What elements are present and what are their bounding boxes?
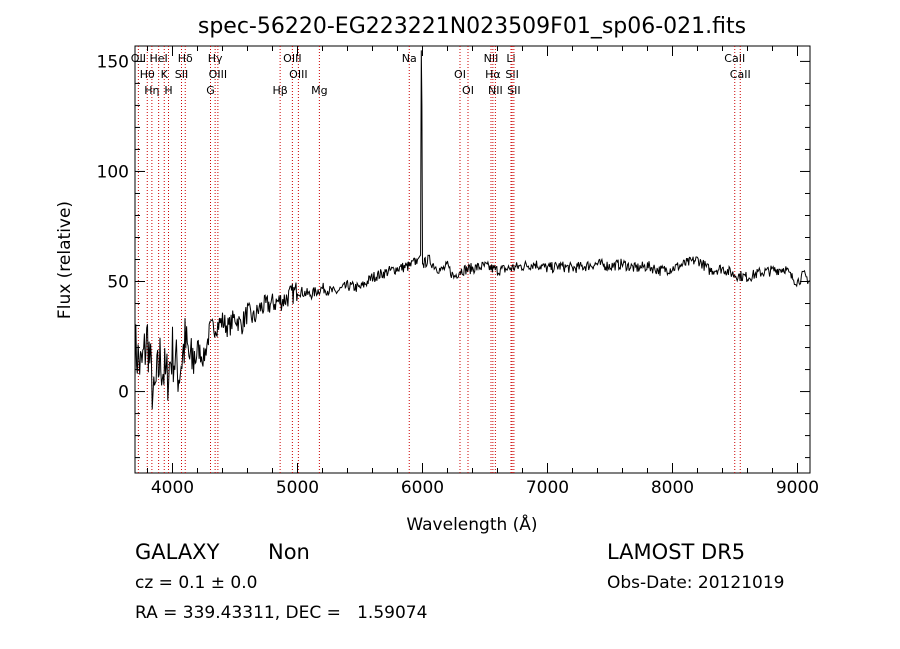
subclass-label: Non	[268, 540, 310, 564]
spectral-line-label: Hθ	[140, 68, 155, 81]
spectral-line-label: NII	[488, 84, 503, 97]
y-tick-label: 100	[97, 162, 129, 182]
spectral-line-label: OIII	[289, 68, 307, 81]
y-axis-ticks: 0 50 100 150	[97, 52, 810, 459]
classification-label: GALAXY	[135, 540, 220, 564]
spectral-line-label: K	[161, 68, 169, 81]
x-tick-label: 4000	[151, 478, 194, 498]
obs-date-label: Obs-Date: 20121019	[607, 573, 785, 593]
spectrum-line	[134, 50, 811, 410]
plot-frame	[134, 45, 811, 474]
spectral-line-label: OI	[462, 84, 474, 97]
y-tick-label: 150	[97, 52, 129, 72]
y-tick-label: 0	[118, 383, 129, 403]
redshift-label: cz = 0.1 ± 0.0	[135, 573, 258, 593]
spectral-line-label: OIII	[283, 52, 301, 65]
spectral-line-label: SII	[507, 84, 520, 97]
line-markers: OIIHθHηHeIKHHδSIIGHγOIIIHβOIIIOIIIMgNaOI…	[131, 46, 751, 473]
spectral-line-label: OIII	[209, 68, 227, 81]
spectral-line-label: CaII	[730, 68, 751, 81]
y-tick-label: 50	[107, 273, 129, 293]
x-tick-label: 6000	[401, 478, 444, 498]
spectral-line-label: NII	[484, 52, 499, 65]
spectral-line-label: Hη	[144, 84, 159, 97]
spectral-line-label: Hβ	[272, 84, 287, 97]
x-tick-label: 9000	[776, 478, 819, 498]
spectral-line-label: SII	[505, 68, 518, 81]
spectral-line-label: Hα	[485, 68, 501, 81]
spectral-line-label: CaII	[724, 52, 745, 65]
x-tick-label: 5000	[276, 478, 319, 498]
x-tick-label: 8000	[651, 478, 694, 498]
spectral-line-label: G	[206, 84, 215, 97]
spectral-line-label: SII	[175, 68, 188, 81]
coordinates-label: RA = 339.43311, DEC = 1.59074	[135, 603, 428, 623]
spectral-line-label: HeI	[149, 52, 167, 65]
spectral-line-label: Mg	[311, 84, 327, 97]
chart-title: spec-56220-EG223221N023509F01_sp06-021.f…	[198, 14, 746, 39]
spectral-line-label: H	[164, 84, 172, 97]
spectral-line-label: OII	[131, 52, 146, 65]
spectral-line-label: Hγ	[208, 52, 223, 65]
spectral-line-label: Na	[402, 52, 417, 65]
spectral-line-label: OI	[454, 68, 466, 81]
spectral-line-label: Li	[506, 52, 515, 65]
x-axis-label: Wavelength (Å)	[406, 513, 537, 535]
spectral-line-label: Hδ	[178, 52, 193, 65]
x-axis-ticks: 4000 5000 6000 7000 8000 9000	[147, 46, 819, 498]
y-axis-label: Flux (relative)	[55, 201, 75, 319]
x-tick-label: 7000	[526, 478, 569, 498]
survey-label: LAMOST DR5	[607, 540, 746, 564]
